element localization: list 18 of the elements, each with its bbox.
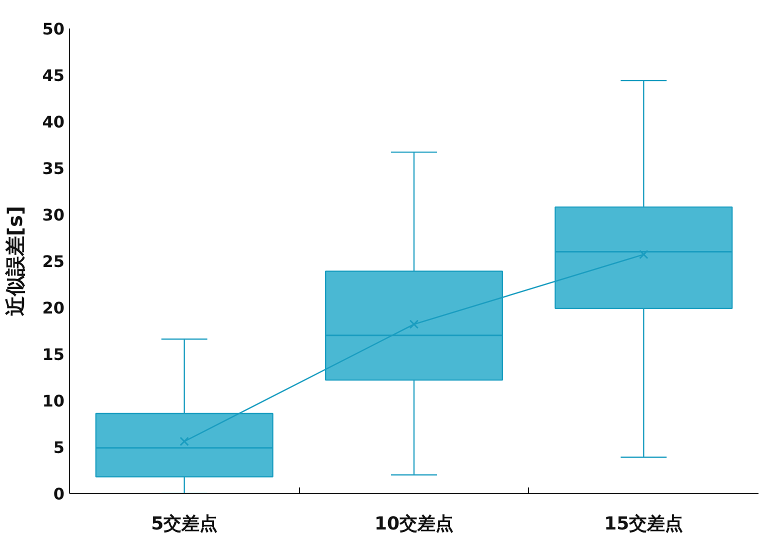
point: [409, 320, 419, 329]
y-tick-label: 20: [42, 298, 64, 318]
y-tick-label: 50: [42, 20, 64, 38]
y-tick-label: 40: [42, 112, 64, 132]
y-tick-label: 15: [42, 345, 64, 364]
y-tick-label: 25: [42, 252, 64, 271]
y-tick-label: 30: [42, 206, 64, 224]
x-tick-label: 10交差点: [374, 514, 454, 534]
y-tick-label: 5: [53, 438, 65, 457]
y-tick-label: 0: [53, 484, 65, 504]
x-tick-label: 5交差点: [151, 514, 218, 534]
y-tick-label: 45: [42, 66, 64, 85]
point: [180, 436, 189, 446]
y-axis-title: 近似誤差[s]: [3, 206, 28, 318]
point: [639, 250, 648, 260]
y-tick-label: 10: [42, 392, 64, 410]
y-tick-label: 35: [42, 159, 64, 178]
x-tick-label: 15交差点: [604, 514, 684, 534]
